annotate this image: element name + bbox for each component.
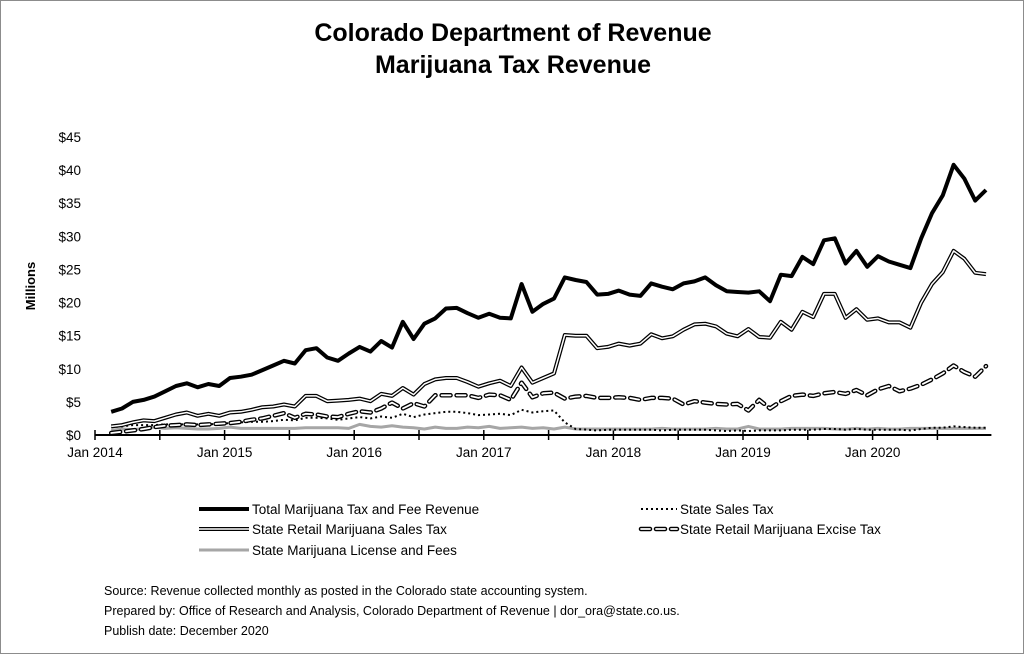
y-tick-label: $45: [58, 130, 81, 145]
x-tick-label: Jan 2019: [715, 445, 771, 460]
y-tick-label: $10: [58, 362, 81, 377]
series-line: [110, 248, 987, 429]
chart-title-line-2: Marijuana Tax Revenue: [375, 51, 651, 79]
y-tick-label: $35: [58, 196, 81, 211]
legend-label: State Retail Marijuana Sales Tax: [252, 522, 447, 537]
footer-prepared-by: Prepared by: Office of Research and Anal…: [104, 604, 680, 618]
series-0: [110, 162, 988, 414]
legend-label: Total Marijuana Tax and Fee Revenue: [252, 502, 479, 517]
series-line-inner: [110, 364, 987, 434]
series-line-inner: [111, 250, 987, 428]
series-line: [110, 162, 988, 414]
footer-source: Source: Revenue collected monthly as pos…: [104, 584, 588, 598]
y-axis-label: Millions: [23, 262, 38, 310]
x-tick-label: Jan 2017: [456, 445, 512, 460]
x-tick-label: Jan 2020: [845, 445, 901, 460]
footer-publish-date: Publish date: December 2020: [104, 624, 269, 638]
series-3: [108, 363, 989, 436]
y-tick-label: $20: [58, 296, 81, 311]
series-line: [111, 408, 986, 432]
y-tick-label: $25: [58, 262, 81, 277]
x-tick-label: Jan 2014: [67, 445, 123, 460]
y-tick-label: $30: [58, 229, 81, 244]
legend-label: State Retail Marijuana Excise Tax: [680, 522, 881, 537]
series-1: [111, 408, 986, 432]
legend-item: State Retail Marijuana Excise Tax: [638, 522, 881, 537]
legend-item: State Retail Marijuana Sales Tax: [199, 522, 447, 537]
legend-label: State Sales Tax: [680, 502, 774, 517]
y-tick-label: $15: [58, 329, 81, 344]
legend-item: Total Marijuana Tax and Fee Revenue: [199, 502, 479, 517]
y-tick-label: $40: [58, 163, 81, 178]
x-tick-label: Jan 2018: [586, 445, 642, 460]
y-tick-label: $0: [66, 428, 81, 443]
legend-label: State Marijuana License and Fees: [252, 543, 457, 558]
legend-item: State Sales Tax: [641, 502, 774, 517]
legend-item: State Marijuana License and Fees: [199, 543, 457, 558]
x-tick-label: Jan 2016: [326, 445, 382, 460]
x-tick-label: Jan 2015: [197, 445, 253, 460]
chart-title-line-1: Colorado Department of Revenue: [314, 19, 711, 47]
y-tick-label: $5: [66, 395, 81, 410]
series-2: [110, 248, 987, 429]
